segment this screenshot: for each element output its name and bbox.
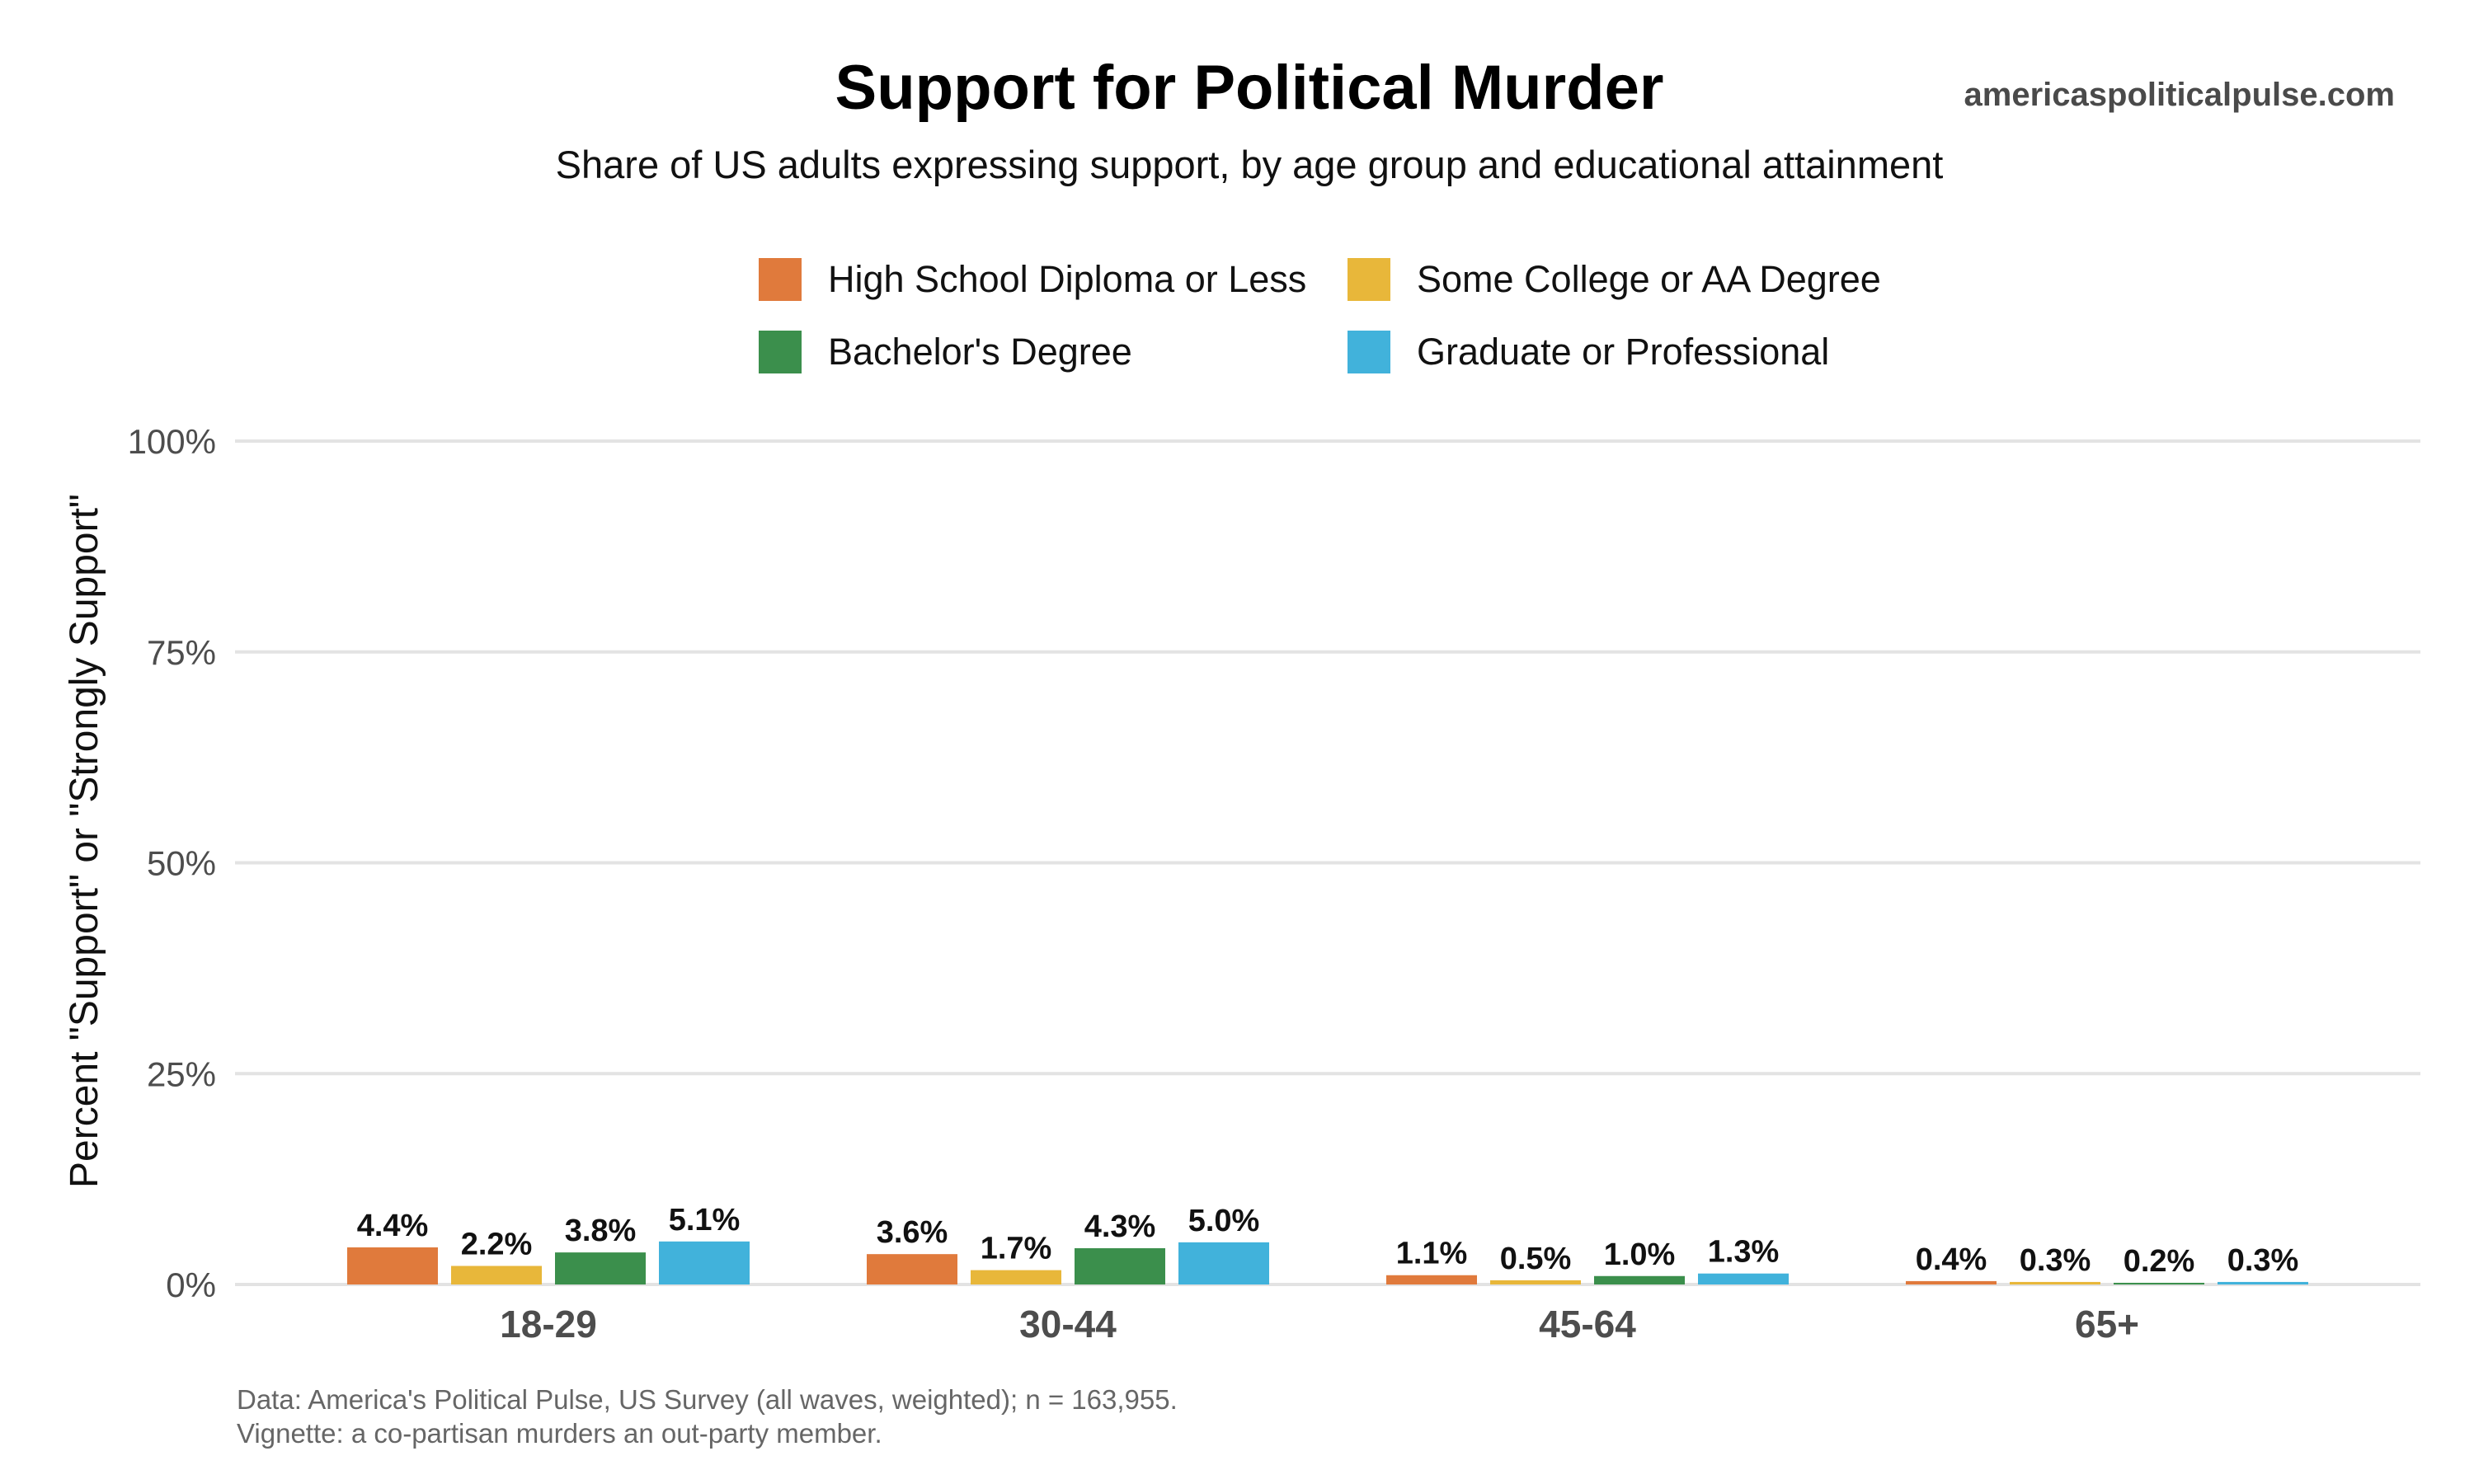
y-tick-label: 25% bbox=[147, 1054, 216, 1093]
x-tick-label: 65+ bbox=[2075, 1303, 2139, 1345]
bar bbox=[1386, 1275, 1477, 1284]
chart-subtitle: Share of US adults expressing support, b… bbox=[555, 143, 1944, 186]
bar bbox=[1490, 1280, 1581, 1284]
bar bbox=[2010, 1281, 2100, 1284]
legend-label-graduate: Graduate or Professional bbox=[1417, 331, 1830, 373]
legend-swatch-high-school bbox=[759, 258, 802, 301]
legend-item-graduate: Graduate or Professional bbox=[1348, 331, 1829, 373]
x-tick-label: 30-44 bbox=[1019, 1303, 1117, 1345]
x-tick-label: 45-64 bbox=[1539, 1303, 1636, 1345]
bar bbox=[555, 1252, 646, 1284]
legend-label-high-school: High School Diploma or Less bbox=[828, 258, 1307, 300]
bars bbox=[347, 1241, 2308, 1284]
bar bbox=[451, 1266, 542, 1284]
data-label: 2.2% bbox=[461, 1227, 533, 1261]
data-label: 5.1% bbox=[669, 1203, 741, 1237]
y-axis-label: Percent "Support" or "Strongly Support" bbox=[63, 494, 106, 1188]
legend-item-some-college: Some College or AA Degree bbox=[1348, 258, 1881, 301]
legend-swatch-bachelors bbox=[759, 331, 802, 373]
data-label: 4.4% bbox=[357, 1209, 429, 1243]
bar bbox=[1075, 1248, 1165, 1284]
source-watermark: americaspoliticalpulse.com bbox=[1964, 77, 2395, 113]
data-label: 3.6% bbox=[877, 1215, 948, 1250]
data-label: 1.1% bbox=[1396, 1237, 1468, 1271]
data-label: 0.3% bbox=[2227, 1243, 2299, 1278]
y-tick-label: 75% bbox=[147, 633, 216, 672]
bar bbox=[1178, 1242, 1269, 1284]
data-label: 0.5% bbox=[1500, 1242, 1572, 1276]
data-label: 1.0% bbox=[1604, 1237, 1676, 1272]
caption-vignette: Vignette: a co-partisan murders an out-p… bbox=[237, 1418, 882, 1449]
bar bbox=[1698, 1273, 1789, 1284]
data-label: 0.4% bbox=[1916, 1242, 1987, 1277]
data-label: 1.7% bbox=[981, 1232, 1052, 1266]
bar bbox=[2218, 1281, 2308, 1284]
legend-item-bachelors: Bachelor's Degree bbox=[759, 331, 1132, 373]
gridlines bbox=[235, 439, 2420, 1286]
y-tick-label: 100% bbox=[128, 422, 216, 461]
bar bbox=[1906, 1280, 1997, 1284]
chart-title: Support for Political Murder bbox=[835, 53, 1664, 123]
x-tick-label: 18-29 bbox=[500, 1303, 597, 1345]
bar bbox=[2114, 1282, 2204, 1284]
x-tick-labels: 18-29 30-44 45-64 65+ bbox=[500, 1303, 2139, 1345]
bar bbox=[347, 1247, 438, 1284]
data-label: 1.3% bbox=[1708, 1235, 1780, 1270]
data-label: 0.3% bbox=[2020, 1243, 2091, 1278]
caption-data-source: Data: America's Political Pulse, US Surv… bbox=[237, 1384, 1178, 1415]
bar bbox=[659, 1241, 750, 1284]
legend-label-bachelors: Bachelor's Degree bbox=[828, 331, 1132, 373]
y-tick-label: 50% bbox=[147, 844, 216, 883]
bar bbox=[971, 1270, 1061, 1284]
y-tick-labels: 0% 25% 50% 75% 100% bbox=[128, 422, 216, 1304]
data-label: 0.2% bbox=[2124, 1244, 2195, 1279]
data-labels: 4.4% 2.2% 3.8% 5.1% 3.6% 1.7% 4.3% 5.0% 1.1% 0.5%… bbox=[357, 1203, 2299, 1279]
legend-swatch-graduate bbox=[1348, 331, 1390, 373]
data-label: 4.3% bbox=[1084, 1209, 1156, 1244]
legend-item-high-school: High School Diploma or Less bbox=[759, 258, 1306, 301]
data-label: 5.0% bbox=[1188, 1204, 1260, 1238]
data-label: 3.8% bbox=[565, 1214, 637, 1248]
bar bbox=[867, 1254, 957, 1284]
y-tick-label: 0% bbox=[166, 1266, 216, 1304]
legend-label-some-college: Some College or AA Degree bbox=[1417, 258, 1881, 300]
bar bbox=[1594, 1275, 1685, 1284]
legend-swatch-some-college bbox=[1348, 258, 1390, 301]
